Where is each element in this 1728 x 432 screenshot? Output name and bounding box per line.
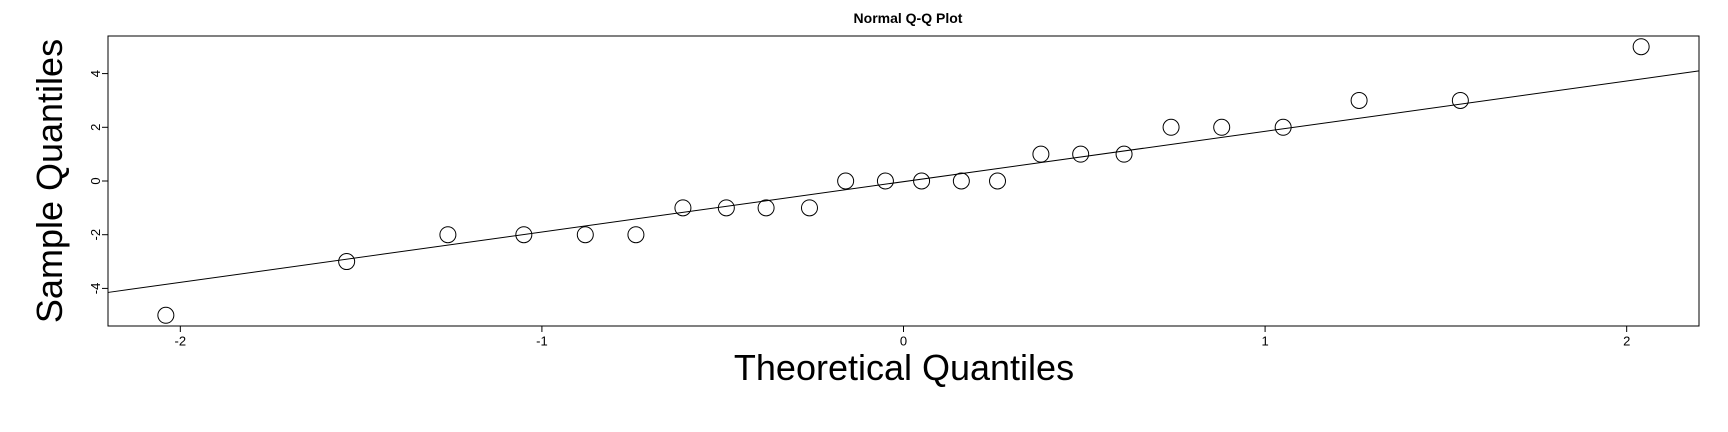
x-axis-label: Theoretical Quantiles <box>734 347 1074 388</box>
x-tick-label: 0 <box>900 334 907 349</box>
qq-point <box>338 253 356 271</box>
qq-point <box>1162 118 1180 136</box>
qq-point <box>1274 118 1292 136</box>
qq-point <box>989 172 1007 190</box>
qq-point <box>717 199 735 217</box>
x-tick-label: 2 <box>1623 334 1630 349</box>
qq-point <box>837 172 855 190</box>
qq-point <box>576 226 594 244</box>
y-axis-ticks <box>102 73 108 289</box>
qq-point <box>674 199 692 217</box>
qq-point <box>515 226 533 244</box>
qq-point <box>952 172 970 190</box>
qq-point <box>1632 38 1650 56</box>
y-axis-tick-labels: -4 -2 0 2 4 <box>88 70 103 294</box>
y-tick-label: -4 <box>88 283 103 295</box>
x-axis-tick-labels: -2 -1 0 1 2 <box>175 334 1631 349</box>
x-axis-ticks <box>179 326 1628 332</box>
y-tick-label: 4 <box>88 70 103 77</box>
qq-point <box>1350 91 1368 109</box>
qq-point <box>157 306 175 324</box>
qq-point <box>913 172 931 190</box>
y-tick-label: 2 <box>88 124 103 131</box>
qq-point <box>757 199 775 217</box>
y-axis-label: Sample Quantiles <box>29 39 70 323</box>
y-tick-label: 0 <box>88 177 103 184</box>
qq-point <box>1115 145 1133 163</box>
qq-point <box>876 172 894 190</box>
y-tick-label: -2 <box>88 229 103 241</box>
qq-point <box>800 199 818 217</box>
qq-point <box>627 226 645 244</box>
chart-title: Normal Q-Q Plot <box>854 10 963 26</box>
x-tick-label: -2 <box>175 334 187 349</box>
qq-points <box>157 38 1650 324</box>
qq-point <box>1451 91 1469 109</box>
x-tick-label: 1 <box>1261 334 1268 349</box>
qq-point <box>439 226 457 244</box>
plot-area-frame <box>107 35 1700 327</box>
x-tick-label: -1 <box>536 334 548 349</box>
qq-reference-line <box>107 70 1700 293</box>
qq-point <box>1213 118 1231 136</box>
qq-point <box>1032 145 1050 163</box>
qq-point <box>1072 145 1090 163</box>
